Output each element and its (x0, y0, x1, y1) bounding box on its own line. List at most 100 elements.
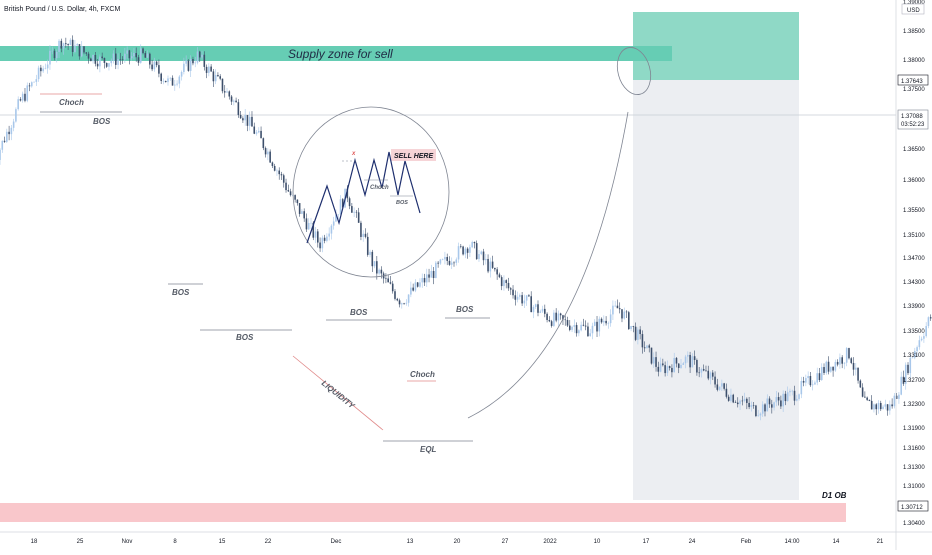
candle-body (380, 269, 383, 274)
candle-body (927, 317, 930, 327)
candle-body (298, 203, 301, 214)
symbol-title: British Pound / U.S. Dollar, 4h, FXCM (4, 6, 121, 13)
candle-body (37, 67, 40, 80)
candle-body (119, 58, 122, 60)
candle-body (641, 334, 644, 348)
candle-body (873, 404, 875, 410)
supply-zone[interactable] (0, 46, 672, 61)
candle-body (534, 304, 537, 307)
x-tick-label: 10 (594, 539, 601, 545)
candle-body (634, 326, 637, 340)
candle-body (907, 364, 909, 374)
candle-body (929, 317, 932, 319)
candle-body (755, 405, 757, 417)
candle-body (843, 362, 846, 364)
candle-body (144, 53, 147, 58)
candle-body (637, 329, 639, 340)
y-tick-label: 1.32300 (903, 402, 925, 408)
current-price-tag (897, 109, 929, 130)
y-tick-label: 1.33500 (903, 329, 925, 335)
candle-body (321, 237, 324, 249)
candle-body (137, 57, 140, 63)
candle-body (208, 66, 210, 73)
candle-body (886, 404, 889, 411)
candle-body (65, 43, 67, 45)
candle-body (918, 340, 921, 348)
candle-body (246, 114, 249, 126)
candle-body (312, 222, 315, 238)
candle-body (544, 308, 546, 314)
candle-body (564, 319, 567, 321)
candle-body (578, 330, 580, 334)
candle-body (35, 79, 38, 82)
target-price-label: 1.37643 (901, 79, 923, 85)
x-tick-label: 14:00 (784, 539, 800, 545)
candle-body (639, 329, 641, 335)
candle-body (49, 50, 51, 65)
candle-body (628, 312, 630, 330)
candle-body (532, 306, 535, 313)
candle-body (780, 400, 782, 407)
time-axis[interactable]: 18 25 Nov 8 15 22 Dec 13 20 27 2022 10 17 24 Feb 14:00 1… (0, 531, 932, 545)
candle-body (498, 274, 501, 278)
ob-zone[interactable] (0, 503, 846, 522)
candle-body (562, 315, 564, 320)
candle-body (677, 363, 680, 368)
price-axis[interactable]: 1.390001.385001.380001.375001.370001.365… (895, 0, 929, 550)
candle-body (555, 312, 557, 321)
candle-body (294, 195, 296, 200)
candle-body (155, 61, 158, 66)
candle-body (823, 367, 825, 373)
candle-body (453, 262, 455, 264)
candle-body (401, 303, 403, 305)
candle-body (189, 59, 192, 71)
candle-body (809, 376, 812, 386)
candle-body (464, 248, 467, 255)
candle-body (675, 357, 678, 364)
candle-body (857, 367, 859, 381)
candle-body (868, 399, 871, 401)
candle-body (739, 400, 741, 405)
candle-body (55, 51, 58, 59)
candle-body (46, 64, 49, 69)
candle-body (53, 50, 56, 59)
candle-body (718, 386, 721, 390)
candle-body (160, 73, 162, 81)
candle-body (51, 50, 54, 52)
countdown-label: 03:52:23 (901, 122, 925, 128)
sell-here-box (391, 149, 436, 161)
candle-body (310, 222, 312, 224)
candle-body (432, 270, 435, 278)
candle-body (600, 318, 603, 323)
x-tick-label: 20 (454, 539, 461, 545)
candle-body (448, 260, 451, 265)
bos-3-label: BOS (350, 308, 368, 317)
candle-body (337, 214, 340, 216)
candle-body (807, 376, 809, 379)
candle-body (925, 326, 927, 337)
candle-body (666, 366, 669, 374)
candle-body (462, 246, 464, 255)
candle-body (203, 54, 206, 67)
candle-body (253, 126, 256, 134)
candle-body (789, 390, 791, 393)
y-tick-label: 1.34300 (903, 280, 925, 286)
candle-body (607, 323, 610, 324)
candle-body (369, 251, 371, 255)
candle-body (771, 404, 773, 408)
y-tick-label: 1.31300 (903, 465, 925, 471)
candle-body (841, 357, 843, 364)
candle-body (904, 364, 907, 384)
candle-body (67, 44, 69, 46)
candle-body (42, 68, 44, 72)
candle-body (139, 48, 142, 63)
candle-body (24, 93, 26, 101)
candle-body (466, 248, 469, 253)
candle-body (180, 72, 183, 77)
candle-body (394, 291, 396, 299)
x-tick-label: 17 (643, 539, 650, 545)
candle-body (319, 242, 321, 249)
candle-body (58, 40, 60, 52)
